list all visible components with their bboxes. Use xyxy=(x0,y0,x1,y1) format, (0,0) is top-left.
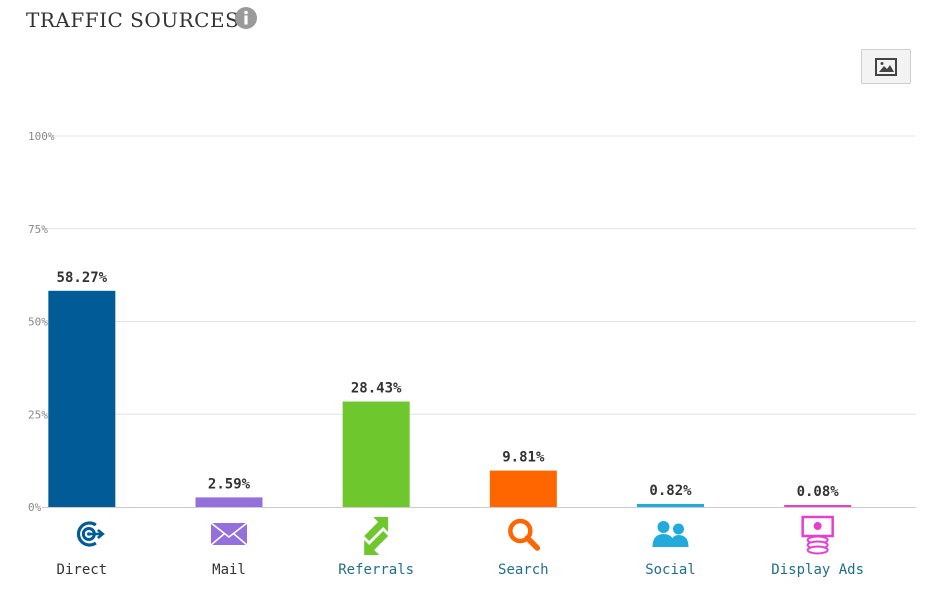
mail-icon xyxy=(210,522,248,546)
data-label: 0.08% xyxy=(797,484,840,500)
y-tick-label: 0% xyxy=(28,501,42,514)
x-tick-label: Social xyxy=(645,562,696,578)
x-tick-label: Referrals xyxy=(338,562,414,578)
bar-direct xyxy=(48,290,116,507)
people-icon xyxy=(652,521,689,547)
bar-search xyxy=(489,470,557,507)
x-tick-label: Mail xyxy=(212,562,246,578)
export-image-button[interactable] xyxy=(861,49,911,84)
refresh-arrows-icon xyxy=(364,517,389,555)
data-label: 28.43% xyxy=(351,381,402,397)
image-icon xyxy=(875,57,897,76)
y-tick-label: 50% xyxy=(28,316,48,329)
data-label: 2.59% xyxy=(208,476,251,492)
bar-referrals xyxy=(342,401,410,507)
bar-display-ads xyxy=(784,505,852,507)
data-label: 58.27% xyxy=(57,270,108,286)
data-label: 9.81% xyxy=(502,450,545,466)
bar-social xyxy=(637,503,704,507)
x-tick-label: Search xyxy=(498,562,549,578)
y-tick-label: 25% xyxy=(28,408,48,421)
data-label: 0.82% xyxy=(649,483,692,499)
y-tick-label: 75% xyxy=(28,223,48,236)
target-icon xyxy=(76,521,105,547)
x-tick-label: Display Ads xyxy=(771,562,864,578)
x-tick-label: Direct xyxy=(57,562,108,578)
bar-mail xyxy=(195,497,263,507)
info-icon[interactable] xyxy=(234,6,258,30)
money-icon xyxy=(801,515,834,555)
search-icon xyxy=(508,518,541,551)
chart-title: TRAFFIC SOURCES xyxy=(26,8,240,32)
y-tick-label: 100% xyxy=(28,130,55,143)
